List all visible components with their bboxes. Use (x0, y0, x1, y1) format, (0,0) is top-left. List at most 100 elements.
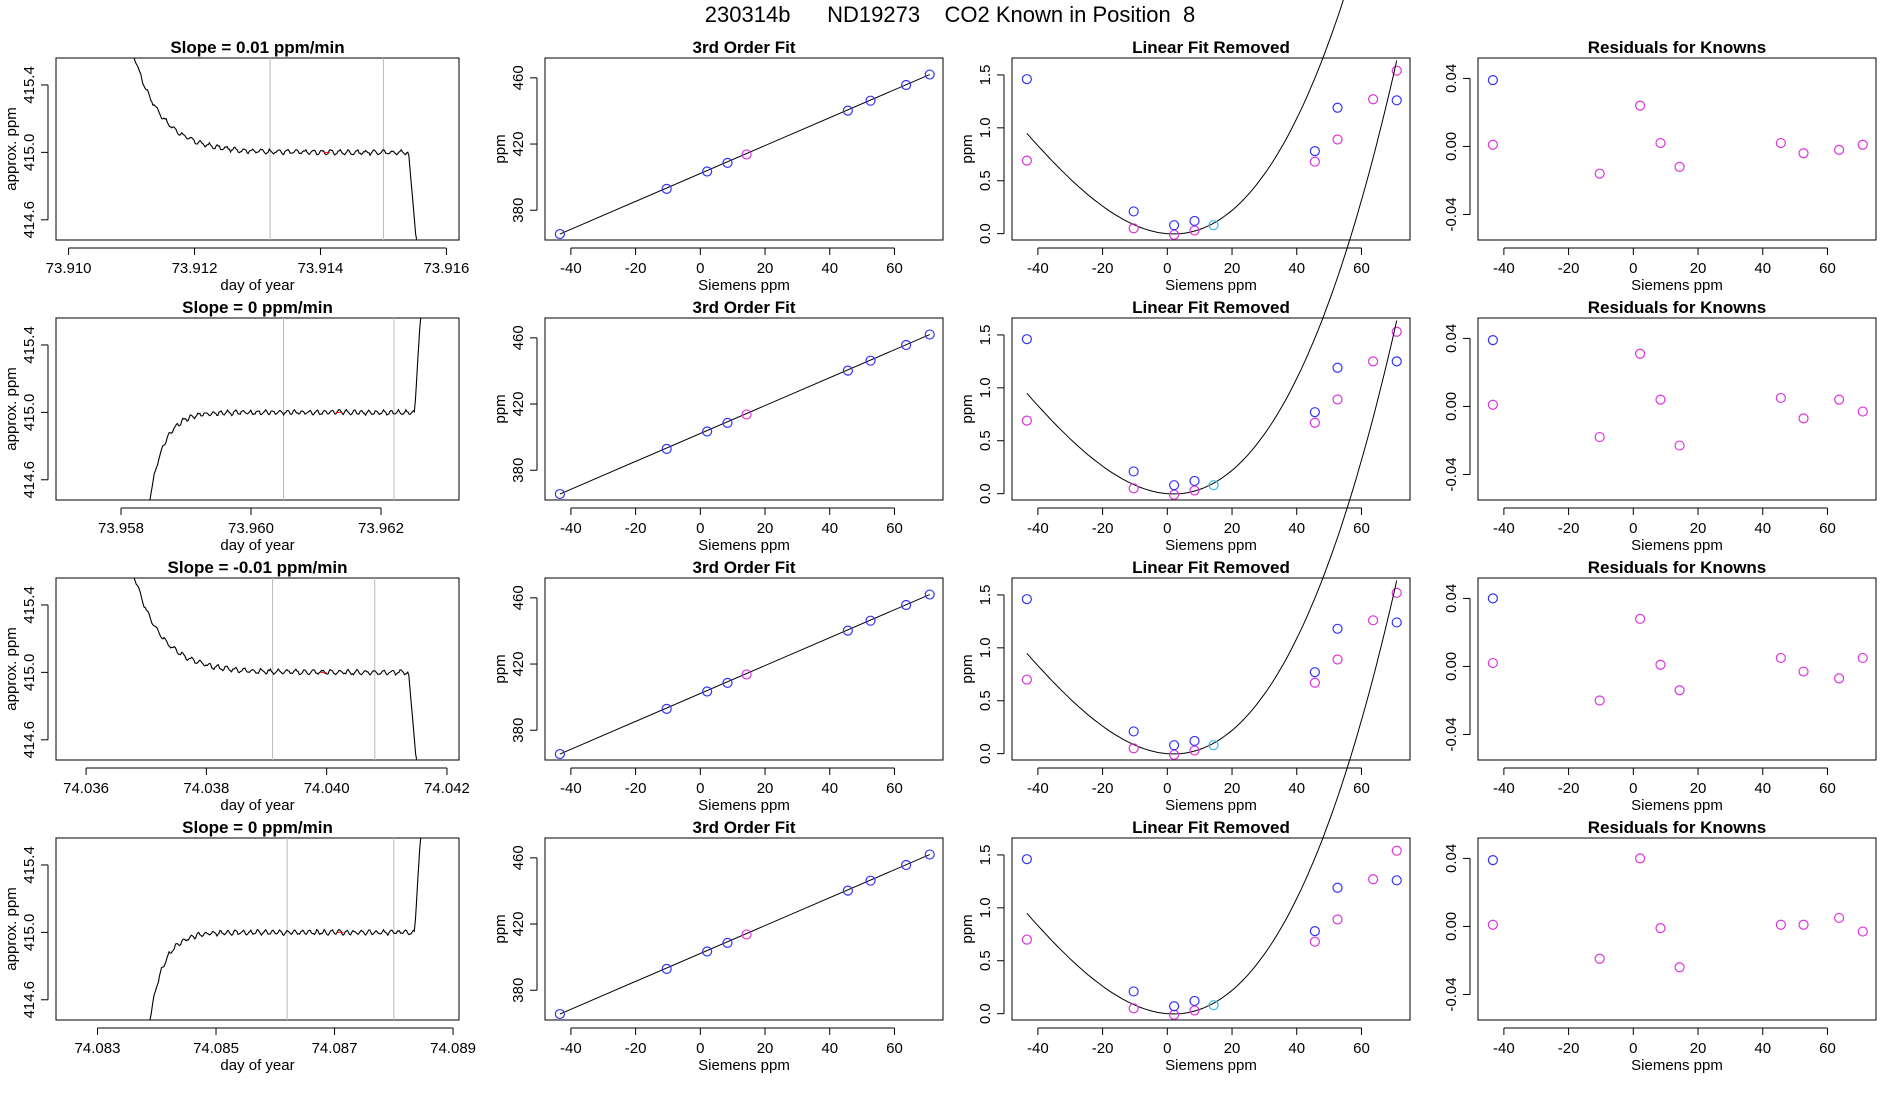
x-tick-label: -20 (625, 260, 647, 277)
panel-title: Linear Fit Removed (1132, 558, 1290, 577)
x-tick-label: 20 (1224, 520, 1241, 537)
x-tick-label: -40 (560, 260, 582, 277)
y-axis-label: ppm (492, 654, 509, 683)
data-point (722, 417, 733, 428)
y-tick-label: 380 (510, 978, 527, 1003)
residual-point (1674, 962, 1685, 973)
y-tick-label: 0.0 (977, 223, 994, 244)
x-tick-label: -20 (1092, 780, 1114, 797)
panel-title: Slope = 0 ppm/min (182, 818, 333, 837)
y-axis-label: ppm (959, 654, 976, 683)
y-tick-label: 0.5 (977, 170, 994, 191)
panel-title: Residuals for Knowns (1588, 38, 1767, 57)
y-tick-label: 1.5 (977, 845, 994, 866)
data-point (1128, 206, 1139, 217)
data-point (1332, 362, 1343, 373)
data-point (842, 105, 853, 116)
x-tick-label: 40 (821, 780, 838, 797)
data-point (1332, 394, 1343, 405)
y-tick-label: 414.6 (21, 461, 38, 499)
data-point (722, 937, 733, 948)
x-tick-label: 60 (886, 260, 903, 277)
data-point (924, 849, 935, 860)
x-tick-label: 0 (1163, 520, 1171, 537)
concentration-trace (144, 837, 422, 1021)
y-tick-label: 415.4 (21, 66, 38, 104)
data-point (702, 426, 713, 437)
x-tick-label: 20 (1690, 520, 1707, 537)
data-point (661, 703, 672, 714)
y-tick-label: 460 (510, 585, 527, 610)
y-tick-label: 380 (510, 458, 527, 483)
residual-point (1594, 168, 1605, 179)
data-point (865, 875, 876, 886)
plot-frame (1477, 317, 1877, 501)
x-axis-label: Siemens ppm (1165, 537, 1257, 554)
data-point (924, 589, 935, 600)
x-tick-label: 60 (886, 1040, 903, 1057)
plot-frame (1011, 317, 1411, 501)
x-tick-label: 0 (1163, 1040, 1171, 1057)
panel-title: Residuals for Knowns (1588, 818, 1767, 837)
y-tick-label: 380 (510, 198, 527, 223)
residual-point (1798, 413, 1809, 424)
x-tick-label: -40 (560, 520, 582, 537)
page-title: 230314b ND19273 CO2 Known in Position 8 (704, 2, 1196, 27)
data-point (1391, 875, 1402, 886)
residual-point (1655, 137, 1666, 149)
data-point (865, 355, 876, 366)
data-point (741, 409, 752, 420)
y-tick-label: 380 (510, 718, 527, 743)
x-tick-label: -40 (560, 780, 582, 797)
residual-point (1857, 139, 1868, 150)
x-axis-label: day of year (220, 537, 294, 554)
x-tick-label: 74.089 (430, 1040, 476, 1057)
panel-title: Slope = 0 ppm/min (182, 298, 333, 317)
x-axis-label: day of year (220, 797, 294, 814)
data-point (1309, 936, 1320, 947)
x-tick-label: 0 (1629, 520, 1637, 537)
fit-line (559, 594, 930, 755)
data-point (661, 963, 672, 974)
y-tick-label: 0.04 (1443, 324, 1460, 353)
residual-point (1635, 613, 1646, 624)
x-tick-label: 40 (1754, 1040, 1771, 1057)
data-point (1332, 654, 1343, 665)
data-point (1208, 740, 1219, 751)
y-axis-label: ppm (959, 394, 976, 423)
data-point (1332, 623, 1343, 634)
panel-title: Residuals for Knowns (1588, 298, 1767, 317)
data-point (1309, 407, 1320, 418)
data-point (1189, 735, 1200, 747)
residual-point (1635, 100, 1646, 111)
data-point (1128, 223, 1139, 234)
y-tick-label: 0.5 (977, 950, 994, 971)
data-point (722, 677, 733, 688)
x-tick-label: 20 (757, 260, 774, 277)
data-point (842, 885, 853, 896)
data-point (1309, 156, 1320, 167)
residual-point (1487, 335, 1498, 346)
panel-title: 3rd Order Fit (693, 38, 796, 57)
plot-frame (544, 317, 944, 501)
data-point (1309, 417, 1320, 428)
data-point (1021, 934, 1032, 945)
data-point (1169, 740, 1180, 751)
data-point (741, 669, 752, 680)
data-point (702, 686, 713, 697)
x-tick-label: 74.036 (63, 780, 109, 797)
y-tick-label: -0.04 (1443, 977, 1460, 1011)
y-tick-label: 460 (510, 845, 527, 870)
data-point (1021, 594, 1032, 605)
x-tick-label: -20 (1092, 260, 1114, 277)
x-axis-label: Siemens ppm (1631, 1057, 1723, 1074)
y-tick-label: 0.0 (977, 483, 994, 504)
data-point (702, 166, 713, 177)
residual-point (1857, 406, 1868, 417)
residual-point (1834, 394, 1845, 405)
x-tick-label: -20 (1558, 260, 1580, 277)
data-point (1189, 995, 1200, 1007)
y-tick-label: 1.0 (977, 897, 994, 918)
plot-frame (544, 837, 944, 1021)
data-point (1128, 743, 1139, 754)
